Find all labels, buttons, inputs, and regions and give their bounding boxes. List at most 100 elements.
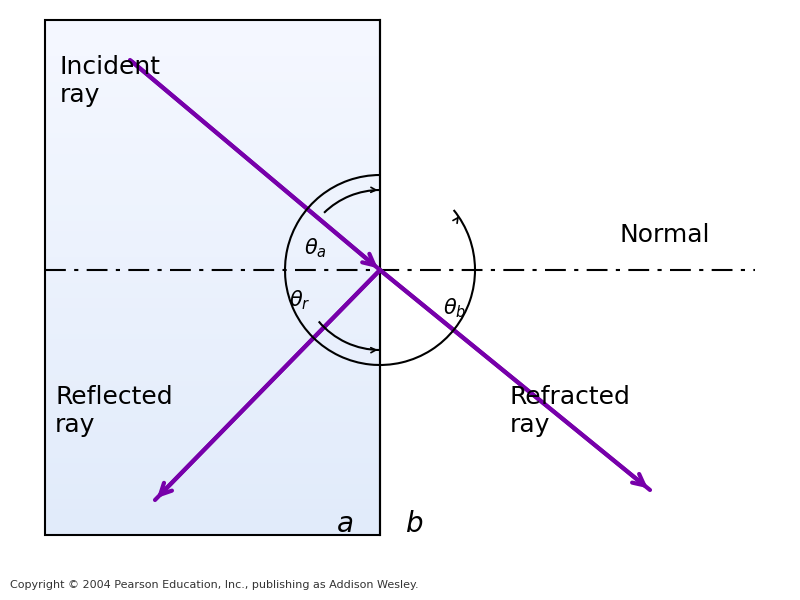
Bar <box>45 200 380 206</box>
Bar <box>45 226 380 232</box>
Bar <box>45 494 380 499</box>
Bar <box>45 169 380 175</box>
Bar <box>45 257 380 263</box>
Bar <box>45 92 380 98</box>
Bar <box>45 514 380 520</box>
Bar <box>45 340 380 345</box>
Bar <box>45 61 380 67</box>
Bar <box>45 484 380 489</box>
Bar <box>45 139 380 144</box>
Bar <box>45 103 380 108</box>
Bar <box>45 283 380 288</box>
Bar <box>45 448 380 453</box>
Bar <box>45 20 380 535</box>
Bar <box>45 128 380 134</box>
Bar <box>45 179 380 185</box>
Bar <box>45 422 380 427</box>
Bar <box>45 509 380 515</box>
Bar <box>45 164 380 170</box>
Bar <box>45 87 380 92</box>
Bar <box>45 195 380 201</box>
Bar <box>45 344 380 350</box>
Bar <box>45 25 380 31</box>
Text: Normal: Normal <box>620 223 710 247</box>
Text: b: b <box>406 510 424 538</box>
Bar <box>45 252 380 257</box>
Bar <box>45 267 380 273</box>
Bar <box>45 412 380 417</box>
Bar <box>45 416 380 422</box>
Bar <box>45 272 380 278</box>
Bar <box>45 67 380 72</box>
Bar <box>45 442 380 448</box>
Bar <box>45 524 380 530</box>
Bar <box>45 82 380 88</box>
Bar <box>45 365 380 371</box>
Bar <box>45 97 380 103</box>
Bar <box>45 35 380 41</box>
Text: Refracted
ray: Refracted ray <box>510 385 631 437</box>
Bar <box>45 20 380 26</box>
Bar <box>45 77 380 82</box>
Bar <box>45 520 380 525</box>
Bar <box>45 334 380 340</box>
Bar <box>45 396 380 401</box>
Bar <box>45 437 380 443</box>
Bar <box>45 463 380 469</box>
Bar <box>45 406 380 412</box>
Bar <box>45 185 380 190</box>
Text: a: a <box>337 510 354 538</box>
Bar <box>45 303 380 309</box>
Text: $\theta_a$: $\theta_a$ <box>304 236 326 260</box>
Bar <box>45 488 380 494</box>
Bar <box>45 432 380 437</box>
Text: Copyright © 2004 Pearson Education, Inc., publishing as Addison Wesley.: Copyright © 2004 Pearson Education, Inc.… <box>10 580 418 590</box>
Bar <box>45 149 380 154</box>
Bar <box>45 530 380 535</box>
Bar <box>45 215 380 221</box>
Bar <box>45 221 380 226</box>
Bar <box>45 504 380 510</box>
Bar <box>45 499 380 505</box>
Bar <box>45 190 380 196</box>
Bar <box>45 231 380 237</box>
Bar <box>45 30 380 36</box>
Bar <box>45 175 380 180</box>
Bar <box>45 241 380 247</box>
Bar <box>45 473 380 479</box>
Bar <box>45 113 380 118</box>
Bar <box>45 211 380 216</box>
Bar <box>45 319 380 325</box>
Bar <box>45 355 380 361</box>
Bar <box>45 293 380 299</box>
Bar <box>45 205 380 211</box>
Bar <box>45 123 380 128</box>
Bar <box>45 391 380 397</box>
Bar <box>45 277 380 283</box>
Bar <box>45 247 380 252</box>
Bar <box>45 329 380 335</box>
Bar <box>45 236 380 242</box>
Bar <box>45 41 380 46</box>
Bar <box>45 478 380 484</box>
Bar <box>45 154 380 160</box>
Bar <box>45 107 380 113</box>
Bar <box>45 308 380 314</box>
Bar <box>45 288 380 293</box>
Bar <box>45 314 380 319</box>
Text: Reflected
ray: Reflected ray <box>55 385 173 437</box>
Bar <box>45 452 380 458</box>
Bar <box>45 370 380 376</box>
Bar <box>45 458 380 463</box>
Bar <box>45 427 380 433</box>
Bar <box>45 324 380 329</box>
Bar <box>45 386 380 391</box>
Bar <box>45 46 380 52</box>
Bar <box>45 360 380 365</box>
Bar <box>45 380 380 386</box>
Text: Incident
ray: Incident ray <box>60 55 161 107</box>
Text: $\theta_r$: $\theta_r$ <box>290 288 310 312</box>
Bar <box>45 401 380 407</box>
Bar <box>45 56 380 62</box>
Bar <box>45 262 380 268</box>
